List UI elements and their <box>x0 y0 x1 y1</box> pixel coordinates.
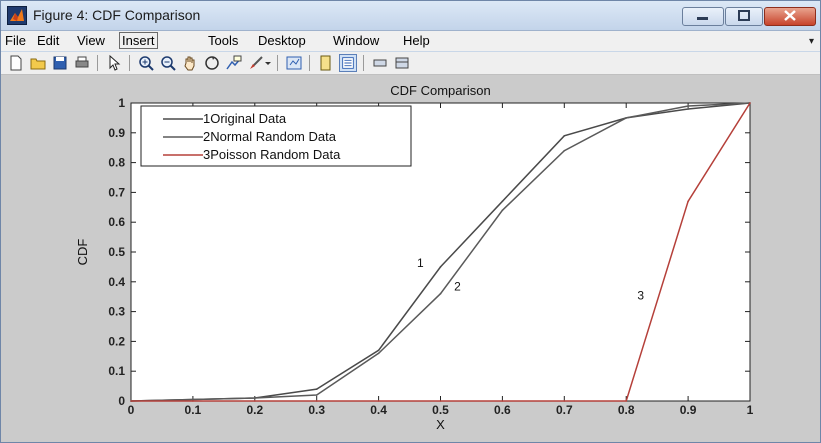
series-2-point <box>625 117 627 119</box>
series-3-point <box>192 400 194 402</box>
legend-entry-3: 3Poisson Random Data <box>203 147 341 162</box>
maximize-button[interactable] <box>725 7 763 26</box>
rotate-3d-icon[interactable] <box>203 54 221 72</box>
minimize-button[interactable] <box>682 7 724 26</box>
y-axis-label: CDF <box>75 239 90 266</box>
series-3-point <box>315 400 318 402</box>
series-2-point <box>501 209 504 212</box>
print-icon[interactable] <box>73 54 91 72</box>
close-button[interactable] <box>764 7 816 26</box>
menu-bar: File Edit View Insert Tools Desktop Wind… <box>1 31 820 51</box>
open-file-icon[interactable] <box>29 54 47 72</box>
data-cursor-icon[interactable] <box>225 54 243 72</box>
chart-title: CDF Comparison <box>390 83 490 98</box>
series-annotation: 3 <box>637 289 644 303</box>
y-tick-label: 1 <box>118 96 125 110</box>
series-2-point <box>377 352 380 355</box>
cdf-chart: CDF Comparison X CDF 0 0.1 0.2 0.3 0.4 0.5 0.6… <box>75 83 754 432</box>
menu-window[interactable]: Window <box>333 33 380 48</box>
colorbar-icon[interactable] <box>317 54 335 72</box>
series-2-point <box>315 394 318 396</box>
series-3-point <box>377 400 380 402</box>
x-tick-label: 0.3 <box>308 403 325 417</box>
x-tick-label: 0.7 <box>556 403 573 417</box>
x-tick-label: 0.8 <box>618 403 635 417</box>
y-tick-label: 0.9 <box>108 126 125 140</box>
show-plot-tools-icon[interactable] <box>393 54 411 72</box>
series-2-point <box>563 149 566 152</box>
series-1-point <box>315 388 318 390</box>
menu-help[interactable]: Help <box>403 33 430 48</box>
window-title: Figure 4: CDF Comparison <box>33 7 201 23</box>
menu-edit[interactable]: Edit <box>37 33 60 48</box>
x-tick-label: 0.5 <box>432 403 449 417</box>
series-2-point <box>254 397 256 399</box>
y-tick-label: 0 <box>118 394 125 408</box>
series-1-point <box>439 266 442 268</box>
legend-entry-2: 2Normal Random Data <box>203 129 337 144</box>
y-tick-label: 0.8 <box>108 156 125 170</box>
x-tick-label: 1 <box>747 403 754 417</box>
x-tick-label: 0.4 <box>370 403 387 417</box>
series-3-point <box>625 400 627 402</box>
legend-box[interactable] <box>140 105 412 167</box>
x-tick-label: 0.6 <box>494 403 511 417</box>
series-3-point <box>687 200 689 203</box>
zoom-in-icon[interactable] <box>137 54 155 72</box>
series-1-point <box>563 134 566 137</box>
x-tick-label: 0 <box>128 403 135 417</box>
save-icon[interactable] <box>51 54 69 72</box>
series-2-point <box>687 105 689 107</box>
series-1-point <box>377 349 380 352</box>
hide-plot-tools-icon[interactable] <box>371 54 389 72</box>
series-2-point <box>192 398 194 401</box>
title-bar[interactable]: Figure 4: CDF Comparison <box>1 1 820 31</box>
brush-icon[interactable] <box>247 54 265 72</box>
new-figure-icon[interactable] <box>7 54 25 72</box>
matlab-icon <box>7 6 27 25</box>
menu-desktop[interactable]: Desktop <box>258 33 306 48</box>
series-1-point <box>687 108 689 110</box>
pointer-icon[interactable] <box>105 54 123 72</box>
series-2-point <box>439 292 442 295</box>
series-1-point <box>501 200 504 203</box>
x-axis-label: X <box>436 417 445 432</box>
legend-entry-1: 1Original Data <box>203 111 287 126</box>
y-tick-label: 0.3 <box>108 305 125 319</box>
series-3-point <box>501 400 504 402</box>
link-plot-icon[interactable] <box>285 54 303 72</box>
close-icon <box>784 10 796 21</box>
menu-view[interactable]: View <box>77 33 105 48</box>
x-tick-label: 0.2 <box>246 403 263 417</box>
menu-tools[interactable]: Tools <box>208 33 239 48</box>
zoom-out-icon[interactable] <box>159 54 177 72</box>
menu-file[interactable]: File <box>5 33 26 48</box>
series-annotation: 2 <box>454 280 461 294</box>
figure-canvas: CDF Comparison X CDF 0 0.1 0.2 0.3 0.4 0.5 0.6… <box>1 75 820 442</box>
brush-dropdown-icon[interactable] <box>263 54 273 72</box>
y-tick-label: 0.2 <box>108 334 125 348</box>
series-3-point <box>749 102 751 104</box>
menu-overflow-icon[interactable]: ▾ <box>808 36 814 47</box>
series-3-point <box>439 400 442 402</box>
x-tick-label: 0.1 <box>185 403 202 417</box>
y-tick-label: 0.6 <box>108 215 125 229</box>
minimize-icon <box>697 17 708 20</box>
toolbar <box>1 52 820 75</box>
legend-icon[interactable] <box>339 54 357 72</box>
series-annotation: 1 <box>417 256 424 270</box>
series-3-point <box>130 400 132 402</box>
y-tick-label: 0.4 <box>108 275 125 289</box>
series-3-point <box>563 400 566 402</box>
maximize-icon <box>738 10 750 21</box>
y-tick-label: 0.7 <box>108 185 125 199</box>
series-3-point <box>254 400 256 402</box>
y-tick-label: 0.1 <box>108 364 125 378</box>
x-tick-label: 0.9 <box>680 403 697 417</box>
y-tick-label: 0.5 <box>108 245 125 259</box>
menu-insert[interactable]: Insert <box>119 32 158 49</box>
pan-icon[interactable] <box>181 54 199 72</box>
